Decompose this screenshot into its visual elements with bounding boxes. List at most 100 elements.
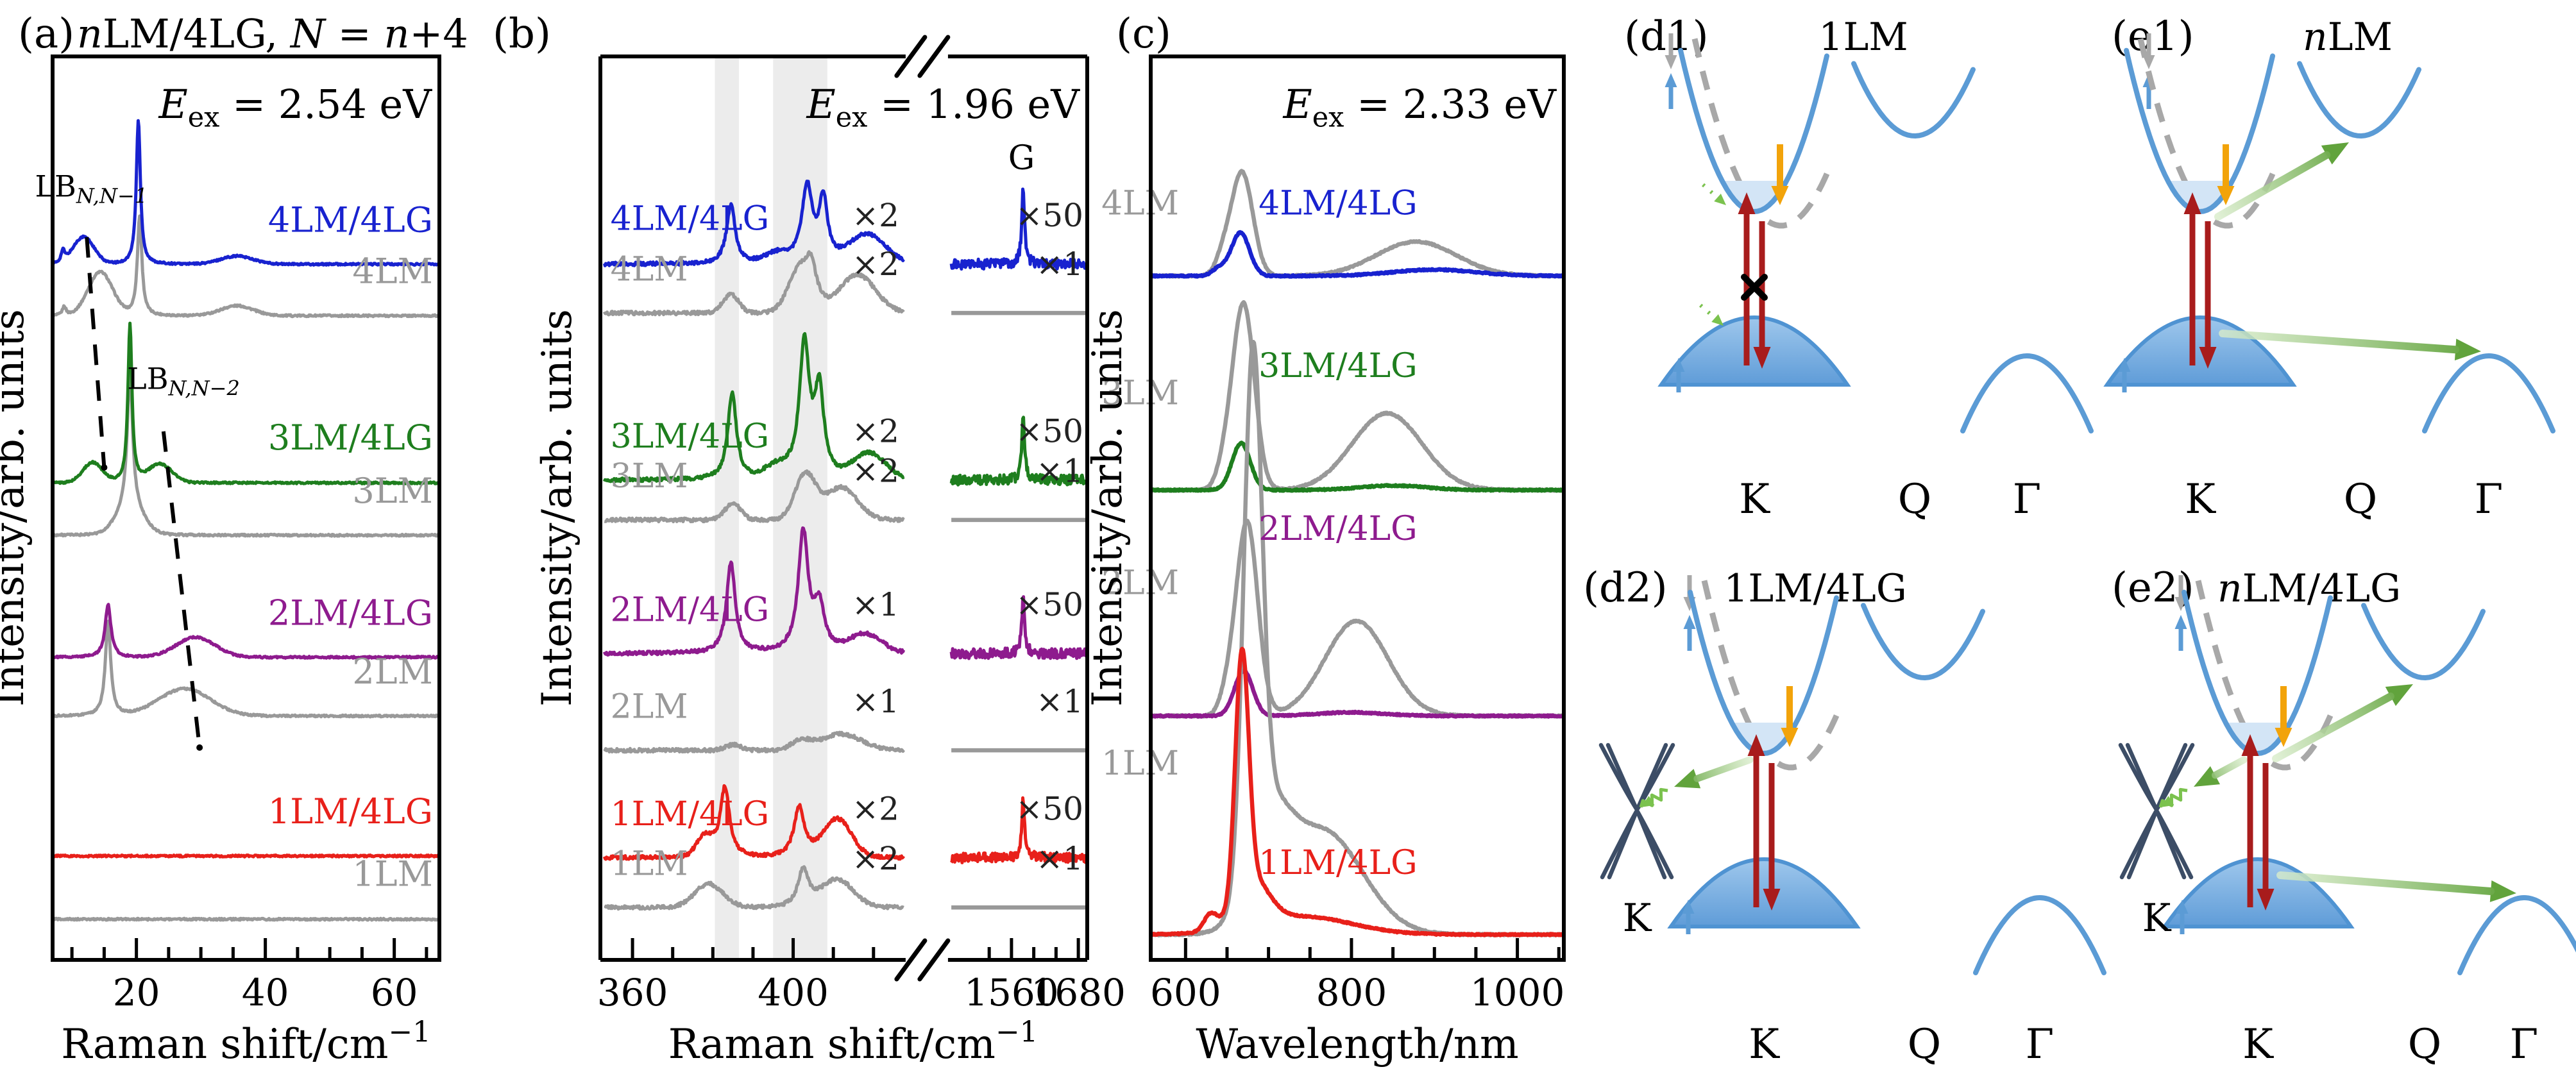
panel-a-traces: [51, 119, 441, 922]
relaxation-yellow-arrow-head: [1771, 186, 1789, 205]
trace-b-1lm-4lg-g: [950, 796, 1088, 864]
transition-down-arrow-head: [1763, 889, 1781, 911]
scatter-arrow-gamma-head: [2489, 880, 2516, 902]
scatter-arrow-gamma: [2219, 330, 2460, 354]
ylabel-c: Intensity/arb. units: [1084, 309, 1131, 707]
cone-k-label-d2: K: [1623, 896, 1652, 941]
valence-band-Gamma: [2422, 353, 2555, 433]
trace-b-2lm-main: [603, 730, 905, 754]
mult-right-b-1: ×1: [1036, 246, 1083, 283]
spin-split-band-dashed: [1691, 38, 1833, 229]
mult-right-b-4: ×50: [1015, 586, 1083, 623]
transition-up-arrow-head: [2183, 192, 2201, 214]
trace-c-3lm: [1149, 300, 1566, 493]
cone-relax-zigzag: [2158, 787, 2188, 808]
trace-label-b-5: 2LM: [611, 687, 688, 726]
tick-label-b-1680: 1680: [1031, 971, 1126, 1014]
trace-label-b-4: 2LM/4LG: [611, 591, 770, 630]
panel-c: 4LM 4LM/4LG 3LM 3LM/4LG 2LM 2LM/4LG 1LM 1LM/4LG…: [1084, 10, 1566, 1068]
panel-b: 4LM/4LG ×2 ×50 4LM ×2 ×1 3LM/4LG ×2 ×50 3LM ×2 ×1 2L…: [493, 10, 1126, 1068]
scatter-arrow-q: [2272, 693, 2394, 762]
panel-a-frame: [51, 55, 441, 962]
axis-break-slash: [894, 35, 928, 78]
panel-title-a: nLM/4LG, N = n+4: [77, 10, 468, 57]
q-label-e2: Q: [2408, 1021, 2441, 1068]
trace-a-3lm: [51, 371, 441, 538]
transition-up-arrow-head: [2241, 734, 2259, 756]
spin-down-arrow-head: [2142, 55, 2155, 69]
trace-label-c-6: 1LM: [1101, 744, 1179, 783]
eex-label-c: Eex = 2.33 eV: [1282, 81, 1557, 134]
scatter-arrow-cone-head: [1674, 769, 1701, 789]
spin-split-band-dashed: [1701, 580, 1842, 771]
spin-up-arrow-head: [2174, 615, 2187, 629]
diagram-d2: (d2) 1LM/4LG K K Q Γ: [1583, 564, 2106, 1068]
cone-relax-zigzag-head: [2160, 796, 2174, 807]
trace-a-4lm-4lg: [51, 119, 441, 267]
conduction-band-Q: [1861, 603, 1985, 681]
gamma-label-d2: Γ: [2026, 1021, 2054, 1068]
valence-spin-up-arrow-head: [1672, 358, 1685, 372]
mult-left-b-2: ×2: [852, 413, 899, 450]
mult-right-b-7: ×1: [1036, 840, 1083, 877]
trace-label-c-0: 4LM: [1101, 185, 1179, 223]
trace-label-a-7: 1LM: [352, 853, 433, 894]
trace-b-4lm-4lg-main: [602, 180, 905, 267]
xlabel-b: Raman shift/cm−1: [668, 1014, 1038, 1068]
k-label-e2: K: [2242, 1021, 2274, 1068]
trace-b-3lm-4lg-main: [602, 332, 905, 483]
diagram-tag-d2: (d2): [1583, 564, 1668, 612]
dotted-relax-val: [1699, 303, 1716, 320]
g-peak-label: G: [1008, 139, 1035, 178]
trace-label-a-5: 2LM: [352, 651, 433, 692]
trace-label-b-2: 3LM/4LG: [611, 417, 770, 456]
trace-c-2lm: [1149, 519, 1566, 719]
trace-label-a-6: 1LM/4LG: [268, 791, 433, 832]
k-label-e1: K: [2185, 476, 2216, 523]
trace-label-c-7: 1LM/4LG: [1258, 844, 1418, 882]
trace-b-4lm-main: [602, 250, 905, 317]
xlabel-c: Wavelength/nm: [1196, 1021, 1518, 1068]
relaxation-yellow-arrow-head: [2217, 186, 2235, 205]
panel-tag-c: (c): [1116, 10, 1171, 58]
mult-right-b-2: ×50: [1015, 413, 1083, 450]
scatter-arrow-gamma: [2276, 871, 2495, 895]
diagram-title-e2: nLM/4LG: [2217, 566, 2401, 611]
trace-label-a-1: 4LM: [352, 251, 433, 292]
ylabel-b: Intensity/arb. units: [534, 309, 581, 707]
trace-label-b-6: 1LM/4LG: [611, 795, 770, 834]
annotation-lb2: LBN,N−2: [127, 362, 240, 401]
trace-a-4lm: [51, 214, 441, 319]
axis-break-slash: [894, 938, 928, 982]
panel-tag-b: (b): [493, 10, 551, 58]
trace-c-4lm-4lg: [1149, 230, 1566, 279]
tick-label-b-400: 400: [758, 971, 829, 1014]
mult-left-b-4: ×1: [852, 586, 899, 623]
tick-label-b-360: 360: [597, 971, 668, 1014]
spin-up-arrow-head: [1683, 615, 1696, 629]
trace-c-4lm: [1149, 169, 1566, 279]
spin-down-arrow-head: [1665, 55, 1677, 69]
panel-b-ticks: [631, 938, 1080, 960]
q-label-d1: Q: [1898, 476, 1931, 523]
dirac-cone-band: [2155, 809, 2194, 880]
cone-relax-zigzag: [1639, 787, 1668, 808]
scatter-arrow-cone: [2211, 756, 2248, 779]
panel-tag-a: (a): [18, 10, 74, 58]
diagram-tag-e1: (e1): [2112, 13, 2194, 60]
mult-left-b-1: ×2: [852, 246, 899, 283]
trace-c-1lm-4lg: [1149, 646, 1566, 937]
valence-spin-up-arrow-head: [1682, 900, 1695, 914]
scatter-arrow-gamma-head: [2454, 339, 2481, 361]
trace-b-4lm-4lg-g: [949, 187, 1088, 271]
trace-label-a-0: 4LM/4LG: [268, 199, 433, 240]
trace-a-3lm-4lg: [51, 321, 441, 485]
trace-label-a-3: 3LM: [352, 471, 433, 511]
transition-up-arrow-head: [1738, 192, 1756, 214]
trace-a-1lm-4lg: [51, 853, 441, 859]
mult-right-b-0: ×50: [1015, 197, 1083, 234]
dirac-cone: [2118, 743, 2195, 880]
valence-band-K: [1667, 857, 1861, 928]
